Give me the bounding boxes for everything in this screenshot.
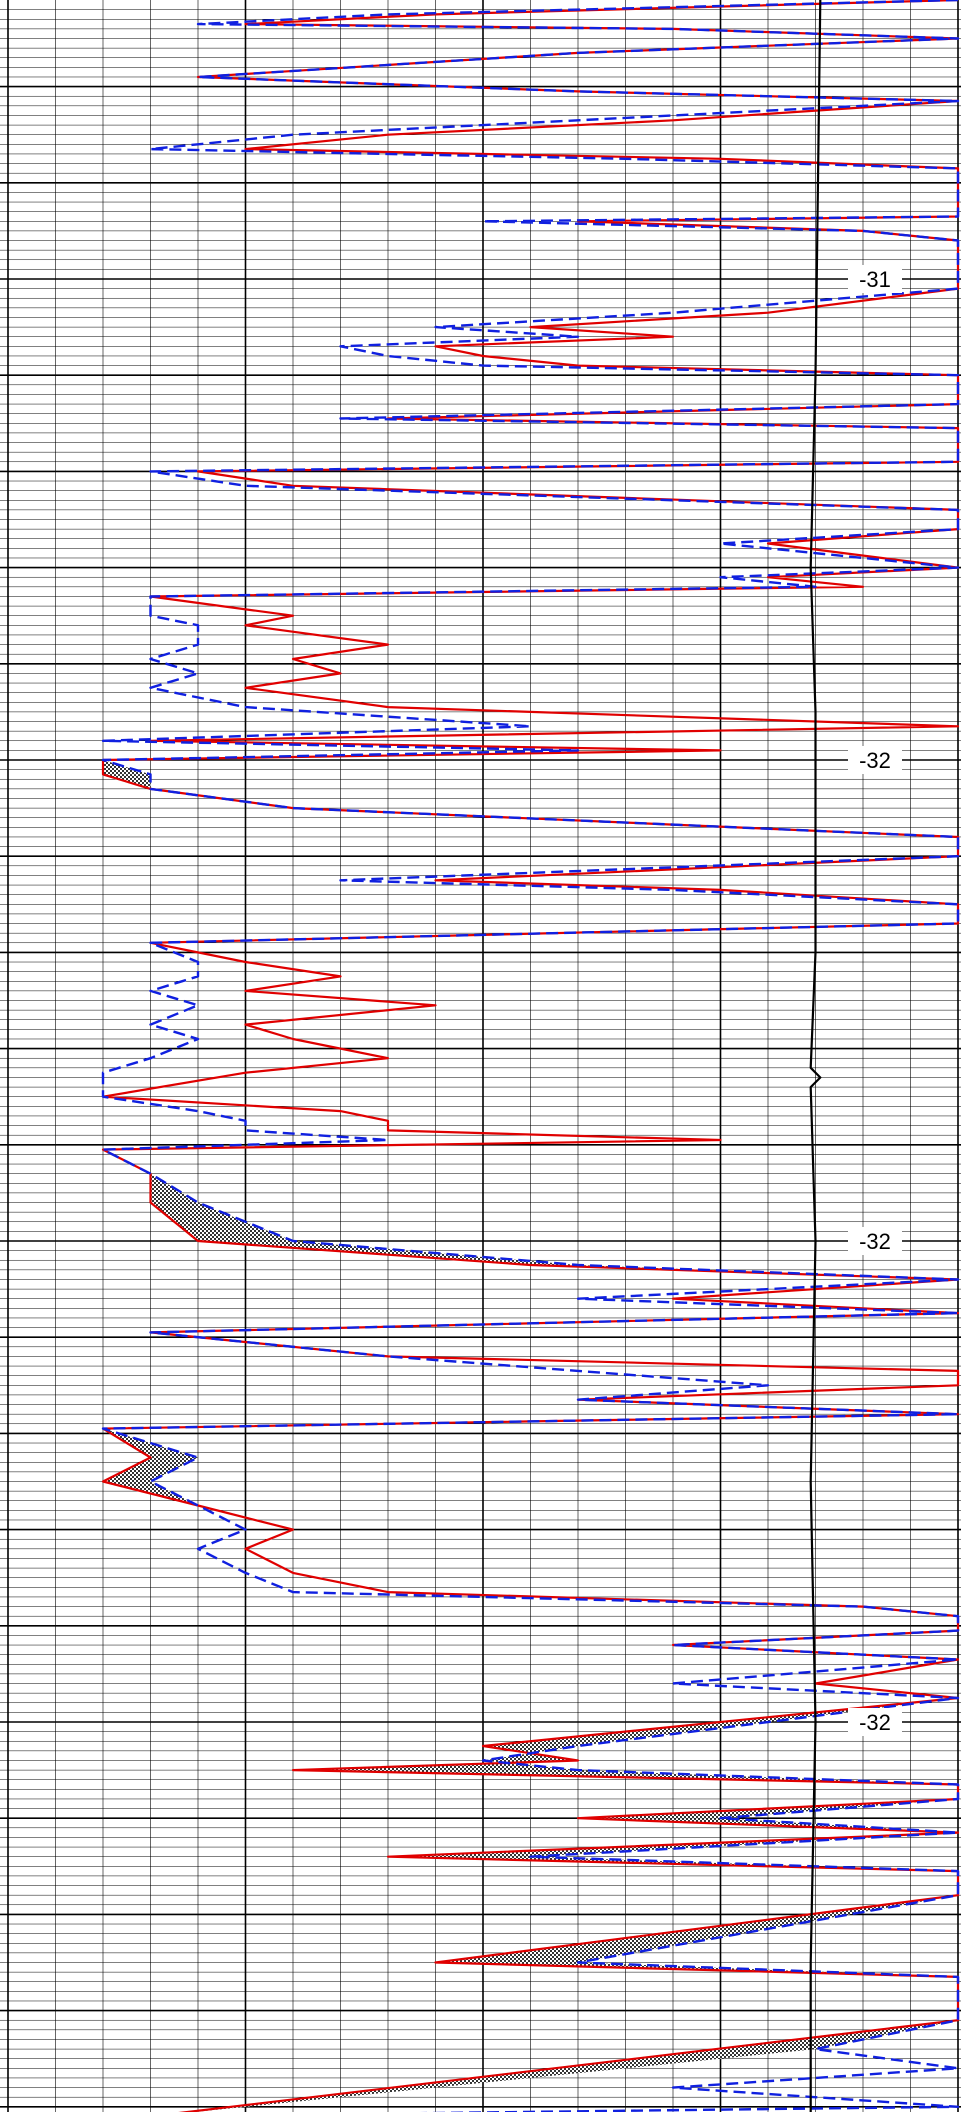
depth-label: -32 bbox=[859, 1229, 891, 1254]
depth-labels: -31 -32 -32 -32 bbox=[848, 265, 902, 1736]
crossover-shade bbox=[103, 760, 151, 775]
depth-label: -32 bbox=[859, 748, 891, 773]
depth-label-bg bbox=[848, 1227, 902, 1255]
depth-label: -31 bbox=[859, 267, 891, 292]
depth-label-bg bbox=[848, 1708, 902, 1736]
series-dashed-line bbox=[101, 0, 960, 2112]
depth-label: -32 bbox=[859, 1710, 891, 1735]
depth-label-bg bbox=[848, 265, 902, 293]
depth-label-bg bbox=[848, 746, 902, 774]
series-lines bbox=[101, 0, 960, 2112]
crossover-shade bbox=[103, 1457, 198, 1482]
series-black-line bbox=[809, 0, 822, 2112]
